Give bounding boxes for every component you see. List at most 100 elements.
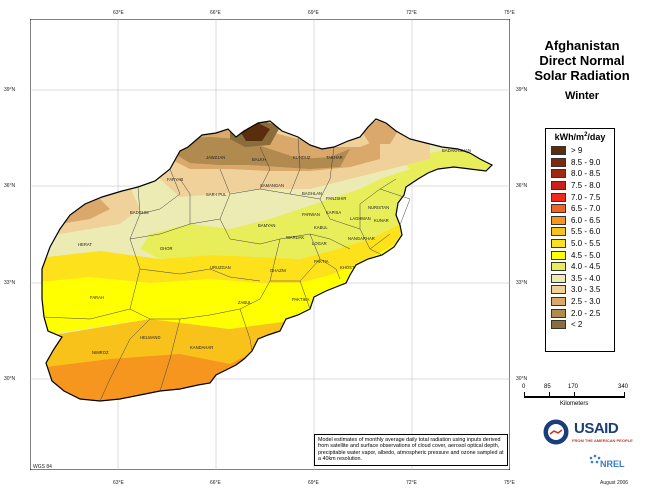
legend-row: 3.0 - 3.5 (546, 284, 614, 296)
lat-tick-30: 30°N (4, 376, 16, 382)
legend-row: 7.5 - 8.0 (546, 180, 614, 192)
lon-tick-63-bottom: 63°E (113, 480, 124, 486)
title-line-3: Solar Radiation (534, 68, 630, 83)
usaid-wordmark: USAID (574, 420, 619, 437)
legend-swatch (551, 308, 566, 318)
lon-tick-66: 66°E (210, 10, 221, 16)
label-paktika: PAKTIKA (292, 297, 310, 302)
legend-label: 4.0 - 4.5 (571, 262, 601, 272)
legend-title-sup: 2 (584, 132, 588, 138)
label-logar: LOGAR (312, 241, 327, 246)
title-line-2: Direct Normal (539, 53, 625, 68)
legend-label: 2.5 - 3.0 (571, 297, 601, 307)
lon-tick-69: 69°E (308, 10, 319, 16)
label-zabul: ZABUL (238, 300, 252, 305)
label-badghis: BADGHIS (130, 210, 149, 215)
legend-label: 8.5 - 9.0 (571, 157, 601, 167)
label-baghlan: BAGHLAN (302, 191, 322, 196)
legend-row: 2.0 - 2.5 (546, 307, 614, 319)
usaid-tagline: FROM THE AMERICAN PEOPLE (572, 438, 633, 443)
label-laghman: LAGHMAN (350, 216, 371, 221)
label-helmand: HELMAND (140, 335, 160, 340)
lon-tick-75: 75°E (504, 10, 515, 16)
label-parwan: PARWAN (302, 212, 320, 217)
label-nuristan: NURISTAN (368, 205, 389, 210)
label-farah: FARAH (90, 295, 104, 300)
nrel-logo: NREL (589, 454, 625, 469)
lon-tick-75-bottom: 75°E (504, 480, 515, 486)
province-boundaries (43, 136, 411, 402)
legend-label: 8.0 - 8.5 (571, 169, 601, 179)
map-title: Afghanistan Direct Normal Solar Radiatio… (524, 38, 640, 83)
legend-row: 8.0 - 8.5 (546, 168, 614, 180)
province-labels: BADAKHSHAN JAWZJAN BALKH KUNDUZ TAKHAR F… (78, 148, 471, 355)
legend-swatch (551, 204, 566, 214)
nrel-wordmark: NREL (600, 459, 625, 469)
country-outline (41, 118, 494, 402)
legend-label: 2.0 - 2.5 (571, 308, 601, 318)
season-label: Winter (564, 90, 600, 102)
legend-swatch (551, 181, 566, 191)
label-kunduz: KUNDUZ (293, 155, 311, 160)
scale-tick-0 (524, 392, 525, 398)
legend-swatch (551, 285, 566, 295)
label-ghor: GHOR (160, 246, 173, 251)
scale-label-0: 0 (522, 384, 526, 390)
lat-tick-33: 33°N (4, 280, 16, 286)
legend-swatch (551, 250, 566, 260)
legend-label: 7.5 - 8.0 (571, 181, 601, 191)
legend-swatch (551, 273, 566, 283)
legend-row: 7.0 - 7.5 (546, 191, 614, 203)
label-faryab: FARYAB (167, 177, 183, 182)
label-sar-i-pul: SAR-I PUL (206, 192, 227, 197)
legend-row: 5.5 - 6.0 (546, 226, 614, 238)
legend-label: 5.5 - 6.0 (571, 227, 601, 237)
legend-label: 5.0 - 5.5 (571, 239, 601, 249)
legend-swatch (551, 297, 566, 307)
label-panjshir: PANJSHIR (326, 196, 346, 201)
legend-row: 8.5 - 9.0 (546, 157, 614, 169)
legend-swatch (551, 215, 566, 225)
datum-label: WGS 84 (33, 464, 52, 470)
methodology-note: Model estimates of monthly average daily… (314, 434, 508, 466)
legend-label: 7.0 - 7.5 (571, 192, 601, 202)
legend-title-unit: kWh/m (554, 132, 585, 142)
legend-row: 3.5 - 4.0 (546, 273, 614, 285)
legend-title: kWh/m2/day (546, 132, 614, 142)
lat-tick-39: 39°N (4, 87, 16, 93)
legend-swatch (551, 146, 566, 156)
label-ghazni: GHAZNI (270, 268, 286, 273)
label-kapisa: KAPISA (326, 210, 341, 215)
legend-row: 2.5 - 3.0 (546, 296, 614, 308)
lon-tick-69-bottom: 69°E (308, 480, 319, 486)
label-takhar: TAKHAR (326, 155, 343, 160)
label-kunar: KUNAR (374, 218, 389, 223)
lat-tick-30-right: 30°N (516, 376, 528, 382)
legend-title-suffix: /day (587, 132, 606, 142)
lon-tick-63: 63°E (113, 10, 124, 16)
label-jawzjan: JAWZJAN (206, 155, 225, 160)
legend-row: > 9 (546, 145, 614, 157)
label-nangarhar: NANGARHAR (348, 236, 375, 241)
lat-tick-39-right: 39°N (516, 87, 528, 93)
lat-tick-36-right: 36°N (516, 183, 528, 189)
lon-tick-72-bottom: 72°E (406, 480, 417, 486)
scale-bar: 0 85 170 340 Kilometers (520, 384, 630, 418)
legend-row: 4.5 - 5.0 (546, 249, 614, 261)
legend-swatch (551, 157, 566, 167)
label-kabul: KABUL (314, 225, 328, 230)
legend-label: 6.5 - 7.0 (571, 204, 601, 214)
map-panel: BADAKHSHAN JAWZJAN BALKH KUNDUZ TAKHAR F… (30, 19, 510, 470)
scale-unit: Kilometers (560, 401, 589, 407)
label-herat: HERAT (78, 242, 92, 247)
scale-tick-85 (549, 392, 550, 398)
lat-tick-36: 36°N (4, 183, 16, 189)
label-balkh: BALKH (252, 157, 266, 162)
legend-swatch (551, 320, 566, 330)
legend-row: 6.5 - 7.0 (546, 203, 614, 215)
legend-swatch (551, 262, 566, 272)
usaid-seal-logo (543, 419, 569, 445)
scale-label-85: 85 (544, 384, 551, 390)
legend-label: 6.0 - 6.5 (571, 215, 601, 225)
legend-label: 3.0 - 3.5 (571, 285, 601, 295)
